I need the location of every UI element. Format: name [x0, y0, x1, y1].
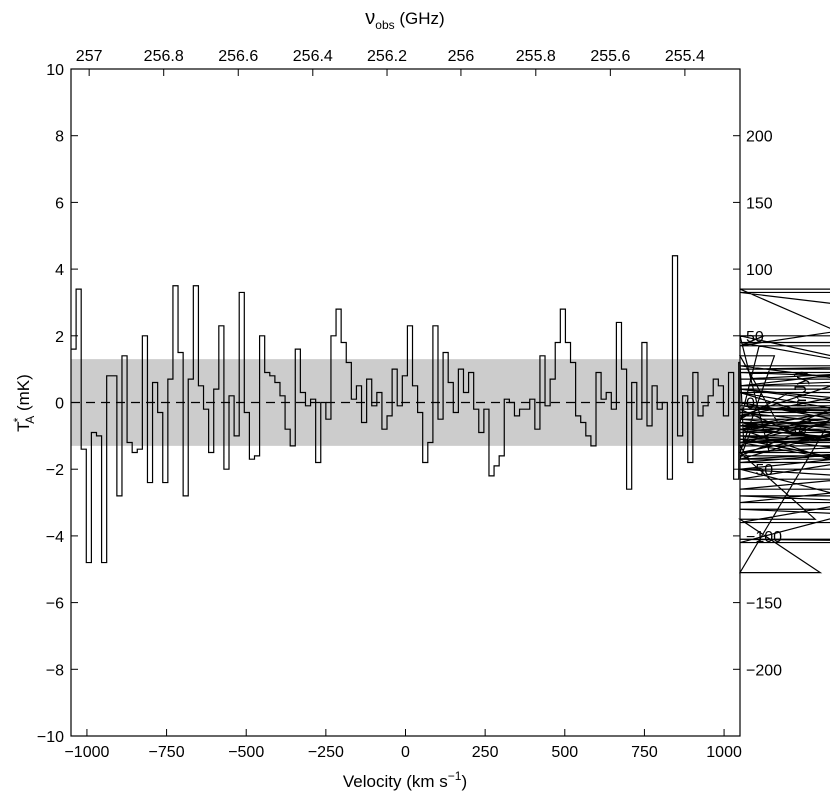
y2-tick-label: −150 — [746, 596, 782, 613]
x-axis-ticks: −1000 −750 −500 −250 0 250 500 750 1000 — [64, 729, 742, 761]
x-tick-label: −250 — [308, 744, 344, 761]
x-tick-label: 0 — [401, 744, 410, 761]
y-axis-ticks: −10 −8 −6 −4 −2 0 2 4 6 8 10 — [37, 62, 78, 746]
y-tick-label: −6 — [46, 596, 64, 613]
y2-axis-ticks: −200 −150 −100 −50 0 50 100 150 200 — [733, 129, 782, 679]
y-tick-label: 10 — [46, 62, 64, 79]
y-tick-label: −8 — [46, 662, 64, 679]
y2-tick-label: −100 — [746, 529, 782, 546]
x-tick-label: 1000 — [706, 744, 742, 761]
y2-tick-label: −50 — [746, 462, 773, 479]
x2-tick-label: 255.4 — [665, 48, 705, 65]
y2-tick-label: 200 — [746, 129, 773, 146]
y-tick-label: 8 — [55, 129, 64, 146]
y-tick-label: −4 — [46, 529, 64, 546]
y-tick-label: 6 — [55, 195, 64, 212]
y2-tick-label: 50 — [746, 329, 764, 346]
x2-tick-label: 256.2 — [367, 48, 407, 65]
x2-tick-label: 256.4 — [293, 48, 333, 65]
y2-tick-label: 0 — [746, 396, 755, 413]
x2-tick-label: 255.8 — [516, 48, 556, 65]
x-tick-label: −500 — [228, 744, 264, 761]
spectrum-layer — [71, 255, 830, 574]
x2-tick-label: 256.6 — [218, 48, 258, 65]
y-tick-label: −2 — [46, 462, 64, 479]
y-axis-title: T*A (mK) — [11, 374, 37, 432]
x-tick-label: −1000 — [64, 744, 109, 761]
x-tick-label: −750 — [149, 744, 185, 761]
y2-tick-label: 100 — [746, 262, 773, 279]
x-tick-label: 250 — [472, 744, 499, 761]
y2-axis-title: Sν (mJy) — [791, 371, 814, 436]
x2-tick-label: 255.6 — [590, 48, 630, 65]
x-tick-label: 500 — [551, 744, 578, 761]
x-axis-title: Velocity (km s−1) — [343, 769, 467, 791]
spectrum-series-0 — [71, 255, 830, 574]
x2-tick-label: 257 — [76, 48, 103, 65]
x2-axis-ticks: 257 256.8 256.6 256.4 256.2 256 255.8 255.6 255.… — [76, 48, 705, 76]
x2-tick-label: 256 — [448, 48, 475, 65]
x-tick-label: 750 — [631, 744, 658, 761]
y-tick-label: 2 — [55, 329, 64, 346]
x2-tick-label: 256.8 — [144, 48, 184, 65]
x2-axis-title: νobs (GHz) — [365, 7, 444, 32]
y2-tick-label: 150 — [746, 195, 773, 212]
y2-tick-label: −200 — [746, 662, 782, 679]
y-tick-label: −10 — [37, 729, 64, 746]
y-tick-label: 0 — [55, 396, 64, 413]
y-tick-label: 4 — [55, 262, 64, 279]
